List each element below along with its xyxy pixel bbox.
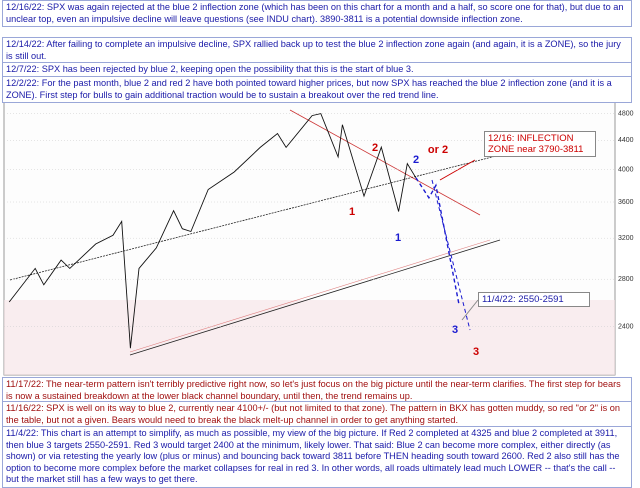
wave-label: 2 xyxy=(372,142,378,154)
trend-line xyxy=(129,239,491,353)
price-line xyxy=(8,113,417,349)
pointer xyxy=(439,159,476,181)
wave-label: 3 xyxy=(452,324,458,336)
inflection-note: 12/16: INFLECTION ZONE near 3790-3811 xyxy=(484,131,596,157)
y-tick-label: 3200 xyxy=(618,235,634,242)
volume-area xyxy=(4,300,615,375)
note: 11/16/22: SPX is well on its way to blue… xyxy=(2,401,632,428)
wave-label: 1 xyxy=(395,232,401,244)
note: 12/16/22: SPX was again rejected at the … xyxy=(2,0,632,27)
y-tick-label: 2400 xyxy=(618,323,634,330)
y-tick-label: 3600 xyxy=(618,199,634,206)
note: 11/17/22: The near-term pattern isn't te… xyxy=(2,377,632,404)
channel-line xyxy=(9,154,501,281)
y-tick-label: 4400 xyxy=(618,137,634,144)
wave-label: 1 xyxy=(349,206,355,218)
wave-label: 3 xyxy=(473,346,479,358)
note: 11/4/22: This chart is an attempt to sim… xyxy=(2,426,632,488)
alt-projection xyxy=(431,179,471,331)
y-tick-label: 4800 xyxy=(618,110,634,117)
channel-line xyxy=(129,239,501,356)
target-note: 11/4/22: 2550-2591 xyxy=(478,292,590,307)
y-tick-label: 2800 xyxy=(618,276,634,283)
price-line xyxy=(415,177,460,306)
y-tick-label: 4000 xyxy=(618,166,634,173)
wave-label: or 2 xyxy=(428,144,448,156)
note: 12/14/22: After failing to complete an i… xyxy=(2,37,632,64)
note: 12/2/22: For the past month, blue 2 and … xyxy=(2,76,632,103)
pointer xyxy=(461,299,479,321)
wave-label: 2 xyxy=(413,154,419,166)
